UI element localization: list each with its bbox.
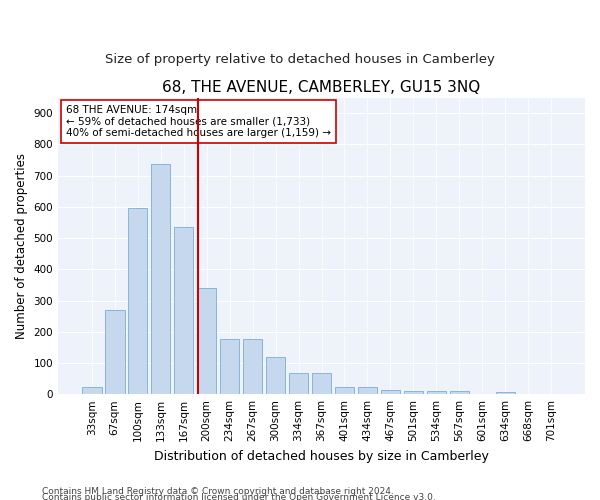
X-axis label: Distribution of detached houses by size in Camberley: Distribution of detached houses by size … [154,450,489,462]
Text: Contains public sector information licensed under the Open Government Licence v3: Contains public sector information licen… [42,492,436,500]
Bar [496,392,515,394]
Title: 68, THE AVENUE, CAMBERLEY, GU15 3NQ: 68, THE AVENUE, CAMBERLEY, GU15 3NQ [163,80,481,95]
Bar [427,391,446,394]
Y-axis label: Number of detached properties: Number of detached properties [15,153,28,339]
Bar [82,388,101,394]
Bar [266,358,286,394]
Bar [449,391,469,394]
Bar [105,310,125,394]
Text: 68 THE AVENUE: 174sqm
← 59% of detached houses are smaller (1,733)
40% of semi-d: 68 THE AVENUE: 174sqm ← 59% of detached … [66,105,331,138]
Text: Size of property relative to detached houses in Camberley: Size of property relative to detached ho… [105,52,495,66]
Bar [174,227,193,394]
Bar [128,208,148,394]
Bar [151,164,170,394]
Bar [289,374,308,394]
Bar [197,288,217,394]
Bar [335,388,354,394]
Text: Contains HM Land Registry data © Crown copyright and database right 2024.: Contains HM Land Registry data © Crown c… [42,487,394,496]
Bar [220,338,239,394]
Bar [358,388,377,394]
Bar [243,338,262,394]
Bar [404,391,423,394]
Bar [380,390,400,394]
Bar [312,374,331,394]
